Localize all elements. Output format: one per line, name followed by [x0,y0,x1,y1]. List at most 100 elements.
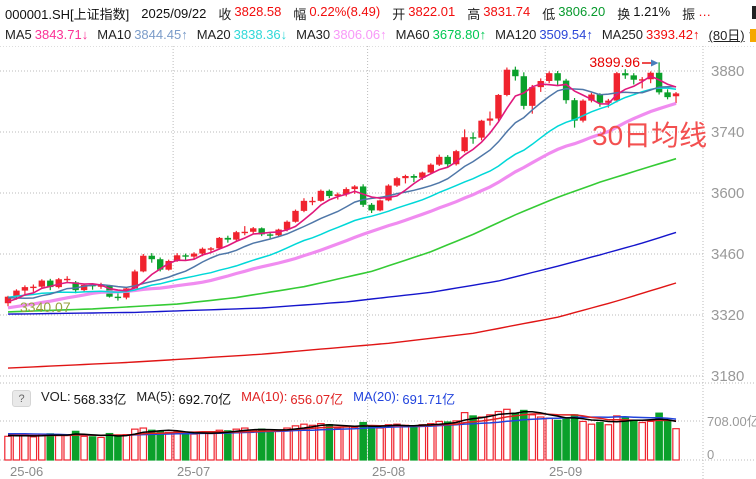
volume-bar [283,427,291,461]
x-axis-label: 25-09 [549,464,582,479]
volume-bar [156,430,165,461]
volume-bar [257,428,266,461]
volume-bar [80,435,88,461]
volume-bar [12,434,21,461]
candle-body [199,248,206,254]
volume-bar [562,418,570,461]
candle-body [241,231,248,234]
candle-body [613,73,621,101]
change-field: 幅 0.22%(8.49) [293,3,381,22]
candle-body [545,73,553,82]
candle-body [343,189,350,195]
candle-body [486,118,494,121]
volume-bar [553,419,562,461]
volume-bar [629,419,638,461]
candle-body [140,255,147,272]
volume-bar [342,426,351,461]
quote-date: 2025/09/22 [141,5,207,21]
candle-body [444,156,451,165]
volume-bar [333,427,342,461]
candle-body [554,73,561,81]
vol-ma10-readout: MA(10): 656.07亿 [241,389,344,407]
volume-bar [418,424,427,461]
volume-bar [105,432,114,461]
candle-body [588,94,595,101]
candle-body [630,75,637,80]
candle-body [562,80,570,101]
volume-bar [97,436,105,461]
candle-body [579,100,587,121]
volume-bar [469,415,477,461]
volume-bar [63,434,71,461]
volume-bar [114,435,122,461]
ma60-readout: MA60 3678.80↑ [395,27,487,42]
volume-bar [460,412,469,461]
volume-bar [173,431,181,461]
ma-values-bar: MA5 3843.71↓ MA10 3844.45↑ MA20 3838.36↓ MA… [5,25,756,44]
volume-bar [503,408,511,461]
ma10-readout: MA10 3844.45↑ [97,27,188,42]
volume-bar [435,420,444,461]
y-axis-tick: 3180 [711,368,744,385]
volume-bar [672,428,680,461]
volume-bar [215,429,224,461]
volume-bar [249,429,258,461]
y-axis-tick: 3600 [711,185,744,202]
candle-body [173,255,181,261]
ma120-readout: MA120 3509.54↑ [495,27,593,42]
candle-body [233,232,240,240]
ma-line [7,282,677,369]
volume-bar [393,423,401,461]
volume-bar [274,430,283,461]
main-chart[interactable]: 3880 3740 3600 3460 3320 3180 3340.07 3899.96… [0,46,756,479]
volume-bar [536,416,545,461]
volume-bar [291,425,300,461]
x-axis-label: 25-06 [10,464,43,479]
candle-body [326,190,333,197]
ma30-readout: MA30 3806.06↑ [296,27,387,42]
candle-body [639,79,646,81]
low-field: 低 3806.20 [542,3,606,22]
volume-bar [359,421,367,461]
volume-bar [570,414,579,461]
candle-body [495,94,502,119]
volume-bar [29,436,38,461]
candle-body [80,284,88,291]
volume-bar [638,421,647,461]
vol-readout: VOL: 568.33亿 [41,389,127,407]
period-selector[interactable]: (80日) ▼ [709,25,756,44]
close-field: 收 3828.58 [218,3,282,22]
volume-bar [494,410,503,461]
volume-bar [122,434,131,461]
candle-body [368,204,375,211]
volume-axis-tick: 0 [707,447,714,462]
candle-body [165,260,172,270]
clipped-element-icon [752,6,756,19]
clipped-element-icon [750,29,756,42]
ma-line [7,85,677,299]
candle-body [520,76,528,106]
candle-body [157,259,164,270]
help-icon[interactable]: ? [12,390,31,407]
volume-bar [401,424,410,461]
volume-bar [528,414,537,461]
volume-bar [164,431,173,461]
period-low-annotation: 3340.07 [20,299,71,315]
candle-body [216,237,223,249]
candle-body [266,234,274,236]
candle-body [393,178,401,186]
volume-bar [621,417,630,461]
annotation-arrow-icon [651,59,659,67]
period-high-annotation: 3899.96 [589,54,640,70]
candle-body [452,151,460,165]
candle-body [190,253,198,257]
candle-body [283,221,291,230]
candle-body [529,87,536,106]
candle-body [427,164,434,173]
ma30-note-annotation: 30日均线 [592,120,707,151]
candle-body [461,137,468,152]
volume-bar [317,423,325,461]
candle-body [410,176,418,178]
candle-body [97,285,105,287]
